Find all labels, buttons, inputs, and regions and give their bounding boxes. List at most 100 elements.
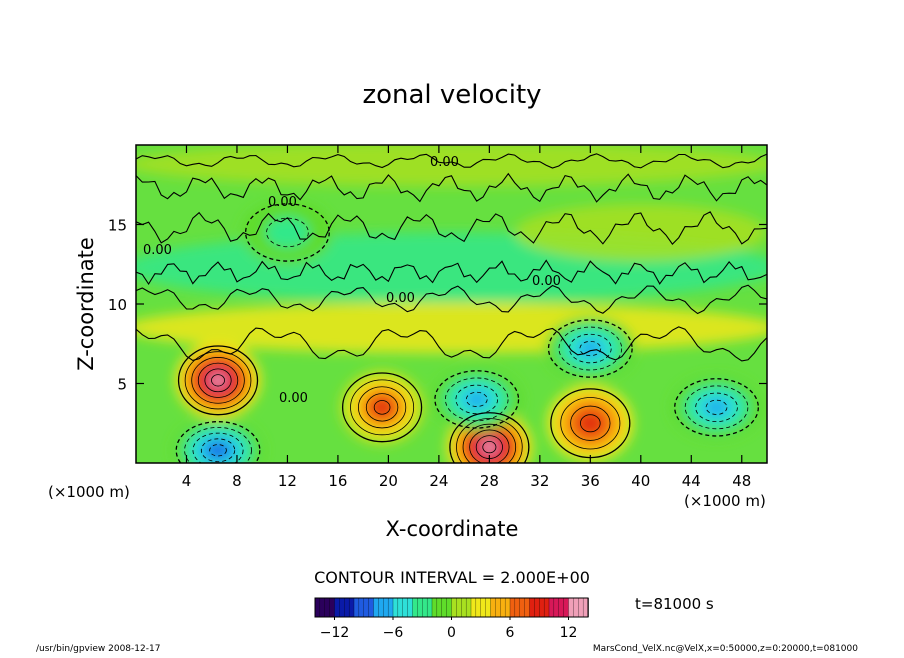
contour-line: [558, 326, 623, 371]
colorbar-bin: [402, 597, 409, 618]
colorbar-bin: [378, 597, 384, 618]
colorbar-bin: [578, 597, 584, 618]
contour-line: [456, 418, 523, 463]
colorbar-bin: [329, 597, 336, 618]
contour-line: [191, 357, 245, 404]
x-tick-label: 16: [328, 472, 347, 490]
contour-line: [184, 351, 252, 410]
x-tick-label: 36: [581, 472, 600, 490]
colorbar-bin: [417, 597, 423, 618]
contour-line: [465, 391, 488, 407]
field-blob: [208, 443, 228, 457]
colorbar-bin: [485, 597, 492, 618]
contour-line: [684, 385, 749, 430]
x-tick-label: 44: [682, 472, 701, 490]
colorbar-bin: [319, 597, 326, 618]
colorbar-bin: [509, 597, 516, 618]
colorbar-bin: [543, 597, 550, 618]
contour-line: [197, 362, 239, 398]
colorbar-bin: [339, 597, 345, 618]
contour-line: [674, 378, 759, 437]
field-blob: [578, 340, 602, 357]
x-tick-label: 24: [429, 472, 448, 490]
x-tick-label: 12: [278, 472, 297, 490]
field-blob: [705, 399, 728, 416]
colorbar-bin: [441, 597, 448, 618]
contour-line: [266, 217, 309, 248]
colorbar: [314, 597, 589, 618]
contour-line: [204, 368, 232, 393]
colorbar-bin: [412, 597, 419, 618]
contour-label-group: 0.00 0.00 0.00 0.00 0.00 0.00: [143, 155, 561, 406]
colorbar-bin: [573, 597, 579, 618]
zero-contour: [136, 153, 767, 169]
contour-label: 0.00: [532, 274, 561, 289]
field-blob: [264, 216, 311, 249]
colorbar-bin: [436, 597, 443, 618]
contour-line: [449, 412, 530, 463]
x-tick-label: 28: [480, 472, 499, 490]
colorbar-bin: [348, 597, 355, 618]
colorbar-tick-label: −12: [320, 625, 350, 641]
contour-line: [209, 444, 227, 457]
field-band: [514, 203, 767, 262]
colorbar-bin: [451, 597, 458, 618]
colorbar-bin: [470, 597, 477, 618]
colorbar-bin: [461, 597, 467, 618]
contour-line: [580, 414, 601, 433]
contour-line: [569, 333, 612, 364]
colorbar-bin: [524, 597, 531, 618]
contour-label: 0.00: [279, 391, 308, 406]
contour-line: [192, 432, 244, 463]
colorbar-bin: [431, 597, 438, 618]
time-label: t=81000 s: [635, 595, 714, 613]
contour-line: [579, 340, 602, 357]
contour-line: [444, 377, 509, 422]
contour-label: 0.00: [386, 291, 415, 306]
zero-contour: [136, 211, 767, 245]
colorbar-tick-label: 12: [560, 625, 578, 641]
contour-line: [365, 393, 399, 422]
y-tick-label: 10: [108, 296, 127, 314]
colorbar-bin: [548, 597, 555, 618]
zero-contour: [136, 326, 767, 362]
contour-interval-label: CONTOUR INTERVAL = 2.000E+00: [314, 568, 590, 587]
footer-right: MarsCond_VelX.nc@VelX,x=0:50000,z=0:2000…: [593, 644, 858, 654]
contour-line: [455, 384, 499, 415]
colorbar-bin: [480, 597, 487, 618]
zero-contour: [136, 259, 767, 286]
colorbar-bin: [426, 597, 433, 618]
footer-left: /usr/bin/gpview 2008-12-17: [36, 644, 160, 654]
colorbar-bin: [383, 597, 389, 618]
colorbar-tick-label: 6: [506, 625, 515, 641]
colorbar-bin: [490, 597, 497, 618]
contour-line: [434, 370, 520, 429]
field-blob: [482, 440, 497, 454]
colorbar-bin: [387, 597, 394, 618]
colorbar-bin: [529, 597, 536, 618]
colorbar-bin: [373, 597, 380, 618]
plot-area: [136, 145, 767, 463]
x-tick-label: 4: [182, 472, 192, 490]
contour-lines: [136, 153, 767, 463]
y-axis-label: Z-coordinate: [74, 237, 98, 371]
contour-label: 0.00: [143, 243, 172, 258]
contour-line: [695, 392, 738, 423]
field-blob: [210, 373, 226, 387]
colorbar-bin: [363, 597, 370, 618]
colorbar-bin: [475, 597, 482, 618]
colorbar-bin: [568, 597, 575, 618]
colorbar-tick-label: −6: [383, 625, 404, 641]
colorbar-bin: [519, 597, 526, 618]
colorbar-bin: [407, 597, 414, 618]
colorbar-bin: [534, 597, 540, 618]
colorbar-bin: [558, 597, 565, 618]
colorbar-bin: [500, 597, 506, 618]
contour-label: 0.00: [268, 195, 297, 210]
colorbar-bin: [314, 597, 321, 618]
field-blob: [465, 391, 489, 408]
contour-line: [482, 440, 497, 454]
x-tick-label: 32: [530, 472, 549, 490]
x-tick-label: 48: [732, 472, 751, 490]
